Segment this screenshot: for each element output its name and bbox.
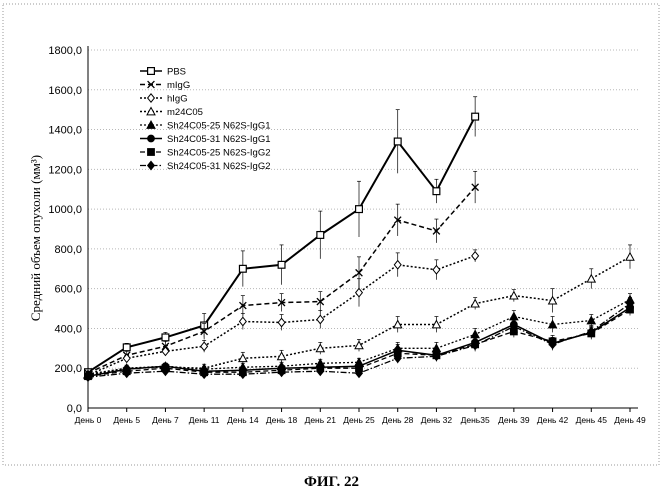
y-axis-label: Средний объем опухоли (мм³)	[28, 155, 43, 321]
y-tick-label: 600,0	[54, 284, 82, 296]
x-tick-label: День 32	[421, 415, 453, 425]
legend-label: Sh24C05-25 N62S-IgG2	[167, 148, 271, 159]
data-point	[394, 138, 401, 145]
data-point	[123, 344, 130, 351]
x-tick-label: День 25	[343, 415, 375, 425]
data-point	[626, 253, 634, 260]
figure-caption: ФИГ. 22	[0, 474, 663, 491]
data-point	[587, 275, 595, 282]
legend-label: Sh24C05-31 N62S-IgG1	[167, 134, 271, 145]
x-tick-label: День 39	[498, 415, 530, 425]
x-tick-label: День 45	[576, 415, 608, 425]
data-point	[162, 334, 169, 341]
data-point	[471, 300, 479, 307]
legend-label: Sh24C05-31 N62S-IgG2	[167, 161, 271, 172]
x-tick-label: День 5	[113, 415, 140, 425]
y-tick-label: 400,0	[54, 323, 82, 335]
data-point	[355, 341, 363, 348]
x-tick-label: День 11	[189, 415, 220, 425]
data-point	[472, 113, 479, 120]
data-point	[394, 261, 401, 269]
legend-marker	[148, 94, 155, 102]
legend-marker	[148, 68, 155, 75]
data-point	[201, 342, 208, 350]
chart-frame	[3, 4, 659, 465]
x-tick-label: День 42	[537, 415, 569, 425]
legend: PBS mIgG hIgG m24C05 Sh24C05-25 N62S-IgG1 Sh2…	[140, 67, 271, 173]
data-point	[472, 252, 479, 260]
data-point	[239, 354, 247, 361]
x-tick-label: День 21	[305, 415, 337, 425]
legend-label: Sh24C05-25 N62S-IgG1	[167, 121, 271, 132]
data-point	[278, 318, 285, 326]
data-point	[433, 188, 440, 195]
x-tick-label: День35	[461, 415, 490, 425]
legend-label: PBS	[167, 67, 186, 78]
data-point	[239, 265, 246, 272]
x-tick-label: День 7	[152, 415, 179, 425]
y-tick-label: 0,0	[67, 403, 82, 415]
x-tick-label: День 18	[266, 415, 298, 425]
data-point	[587, 316, 595, 323]
y-tick-label: 1200,0	[48, 164, 82, 176]
data-point	[433, 266, 440, 274]
legend-marker	[148, 149, 155, 156]
data-point	[510, 292, 518, 299]
y-tick-label: 1600,0	[48, 85, 82, 97]
legend-label: hIgG	[167, 94, 188, 105]
y-tick-labels: 0,0 200,0 400,0 600,0 800,0 1000,0 1200,0 1400,…	[48, 45, 82, 415]
legend-label: mIgG	[167, 80, 190, 91]
data-point	[317, 315, 324, 323]
x-tick-label: День 0	[75, 415, 102, 425]
y-tick-label: 200,0	[54, 363, 82, 375]
data-point	[356, 288, 363, 296]
legend-label: m24C05	[167, 107, 203, 118]
data-point	[239, 317, 246, 325]
x-tick-labels: День 0 День 5 День 7 День 11 День 14 День 18 Д…	[75, 415, 646, 425]
data-point	[317, 232, 324, 239]
legend-marker	[148, 161, 155, 169]
y-tick-label: 1800,0	[48, 45, 82, 57]
data-point	[278, 261, 285, 268]
series-line	[88, 117, 475, 373]
x-tick-label: День 49	[614, 415, 646, 425]
y-tick-label: 1400,0	[48, 125, 82, 137]
y-tick-label: 1000,0	[48, 204, 82, 216]
y-tick-label: 800,0	[54, 244, 82, 256]
x-tick-label: День 14	[227, 415, 259, 425]
legend-marker	[148, 135, 155, 142]
x-tick-label: День 28	[382, 415, 414, 425]
data-point	[356, 206, 363, 213]
